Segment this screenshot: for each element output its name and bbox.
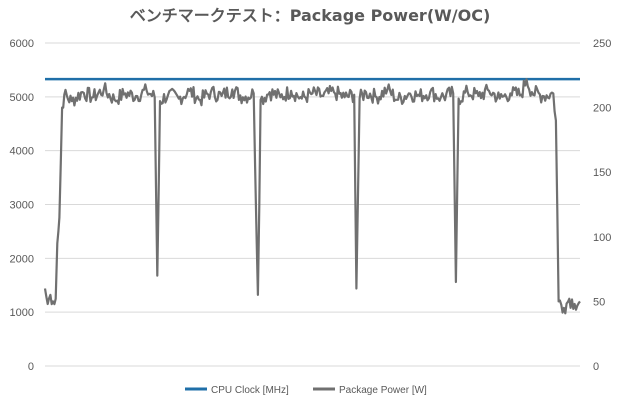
left-tick-label: 3000	[10, 200, 34, 212]
left-tick-label: 5000	[10, 92, 34, 104]
series-lines	[43, 77, 581, 315]
right-tick-label: 50	[593, 296, 605, 308]
legend-entry: Package Power [W]	[339, 385, 427, 396]
legend-entry: CPU Clock [MHz]	[211, 385, 289, 396]
right-tick-label: 100	[593, 232, 611, 244]
legend: CPU Clock [MHz] Package Power [W]	[185, 385, 427, 396]
gridlines	[45, 42, 580, 367]
left-tick-label: 4000	[10, 146, 34, 158]
left-tick-label: 1000	[10, 307, 34, 319]
right-tick-label: 0	[593, 361, 599, 373]
right-tick-label: 250	[593, 38, 611, 50]
left-tick-label: 6000	[10, 38, 34, 50]
chart-title: ベンチマークテスト：Package Power(W/OC)	[130, 6, 491, 25]
left-tick-label: 2000	[10, 253, 34, 265]
right-tick-label: 150	[593, 167, 611, 179]
series-line-2	[43, 78, 581, 315]
left-tick-label: 0	[28, 361, 34, 373]
left-axis-ticks: 0 1000 2000 3000 4000 5000 6000	[10, 38, 34, 373]
right-tick-label: 200	[593, 103, 611, 115]
right-axis-ticks: 0 50 100 150 200 250	[593, 38, 611, 373]
